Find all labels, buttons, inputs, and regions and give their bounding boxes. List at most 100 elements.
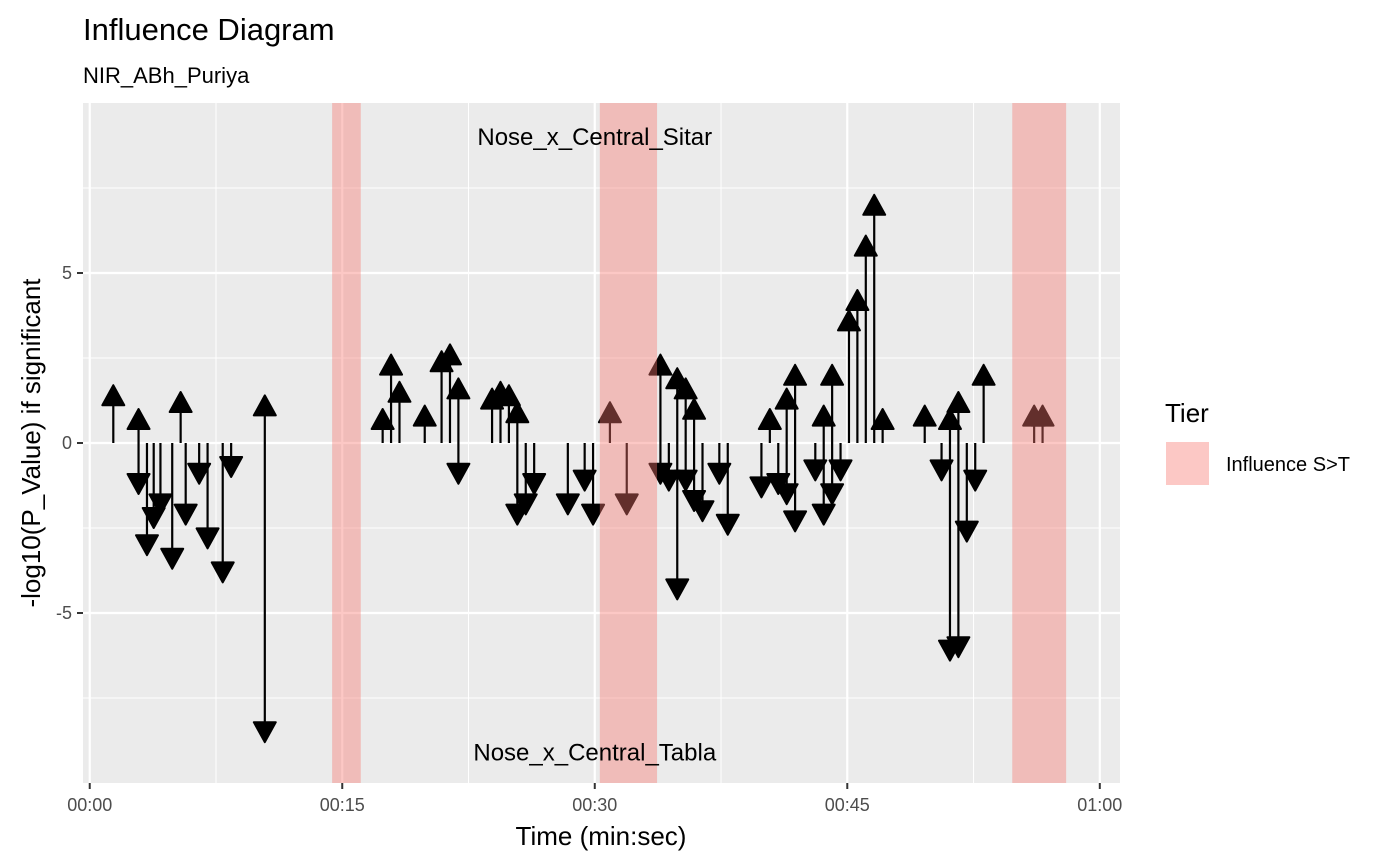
arrow-mark (1030, 404, 1055, 443)
arrow-mark (912, 404, 937, 443)
arrow-head (1030, 404, 1055, 427)
arrow-head (682, 397, 707, 420)
arrow-mark (853, 234, 878, 443)
arrow-head (862, 193, 887, 216)
arrow-mark (656, 443, 681, 492)
arrow-head (505, 401, 530, 424)
arrow-head (219, 456, 244, 478)
arrow-head (572, 469, 597, 492)
arrow-mark (845, 289, 870, 443)
arrow-mark (946, 443, 971, 659)
arrow-head (126, 408, 151, 430)
arrow-mark (665, 443, 690, 601)
arrow-head (820, 363, 845, 386)
arrow-head (160, 547, 185, 570)
arrow-head (496, 384, 521, 407)
arrow-mark (446, 377, 471, 443)
arrow-head (597, 401, 622, 424)
arrow-head (370, 408, 395, 430)
arrow-mark (387, 380, 412, 443)
annotation-label: Nose_x_Central_Sitar (477, 124, 712, 151)
arrow-series (101, 193, 1055, 744)
arrow-head (437, 343, 462, 366)
arrow-head (673, 377, 698, 400)
y-tick-label: 0 (62, 433, 72, 453)
arrow-mark (963, 443, 988, 492)
arrow-mark (379, 353, 404, 443)
arrow-mark (828, 443, 853, 482)
x-axis: 00:00 00:15 00:30 00:45 01:00 (67, 783, 1122, 815)
arrow-mark (101, 384, 126, 443)
arrow-mark (757, 408, 782, 443)
arrow-head (446, 462, 471, 485)
arrow-head (912, 404, 937, 427)
arrow-mark (555, 443, 580, 516)
shaded-region (332, 103, 361, 783)
arrow-head (148, 493, 173, 516)
arrow-mark (446, 443, 471, 485)
arrow-head (870, 408, 895, 430)
legend-label-influence: Influence S>T (1226, 454, 1350, 476)
x-tick-label: 00:15 (320, 795, 365, 815)
y-tick-label: 5 (62, 263, 72, 283)
arrow-head (379, 353, 404, 376)
arrow-mark (971, 363, 996, 443)
arrow-mark (168, 391, 193, 443)
arrow-head (690, 500, 715, 523)
chart-subtitle: NIR_ABh_Puriya (83, 63, 250, 88)
arrow-head (173, 503, 198, 526)
arrow-mark (437, 343, 462, 443)
arrow-mark (803, 443, 828, 482)
arrow-head (648, 353, 673, 376)
arrow-mark (682, 397, 707, 443)
arrow-mark (195, 443, 220, 550)
legend: Tier Influence S>T (1165, 398, 1350, 485)
arrow-head (929, 459, 954, 482)
arrow-mark (513, 443, 538, 516)
arrow-mark (370, 408, 395, 443)
arrow-head (954, 520, 979, 543)
y-axis: 5 0 -5 (56, 263, 83, 623)
arrow-mark (946, 391, 971, 443)
arrow-mark (148, 443, 173, 516)
arrow-mark (581, 443, 606, 526)
arrow-head (387, 380, 412, 403)
shaded-region (599, 103, 658, 783)
arrow-head (971, 363, 996, 386)
arrow-mark (187, 443, 212, 485)
arrow-head (811, 404, 836, 427)
arrow-mark (937, 408, 962, 443)
arrow-head (757, 408, 782, 430)
arrow-mark (496, 384, 521, 443)
annotation-label: Nose_x_Central_Tabla (473, 739, 716, 766)
arrow-head (836, 309, 861, 332)
x-tick-label: 00:45 (825, 795, 870, 815)
arrow-head (783, 363, 808, 386)
arrow-head (614, 493, 639, 516)
arrow-mark (505, 401, 530, 443)
arrow-head (673, 469, 698, 492)
arrow-head (774, 387, 799, 410)
arrow-mark (252, 443, 277, 744)
arrow-head (195, 527, 220, 550)
arrow-mark (134, 443, 159, 557)
arrow-mark (673, 443, 698, 492)
arrow-head (252, 721, 277, 744)
arrow-mark (929, 443, 954, 482)
arrow-mark (126, 443, 151, 495)
arrow-mark (811, 404, 836, 443)
arrow-head (820, 483, 845, 506)
legend-key-influence (1166, 442, 1209, 485)
arrow-mark (862, 193, 887, 443)
arrow-mark (836, 309, 861, 443)
arrow-head (168, 391, 193, 413)
arrow-head (963, 469, 988, 492)
annotations: Nose_x_Central_Sitar Nose_x_Central_Tabla (473, 124, 716, 766)
arrow-mark (126, 408, 151, 443)
arrow-head (853, 234, 878, 257)
legend-title: Tier (1165, 398, 1209, 428)
arrow-head (707, 462, 732, 485)
arrow-head (101, 384, 126, 407)
arrow-mark (522, 443, 547, 495)
